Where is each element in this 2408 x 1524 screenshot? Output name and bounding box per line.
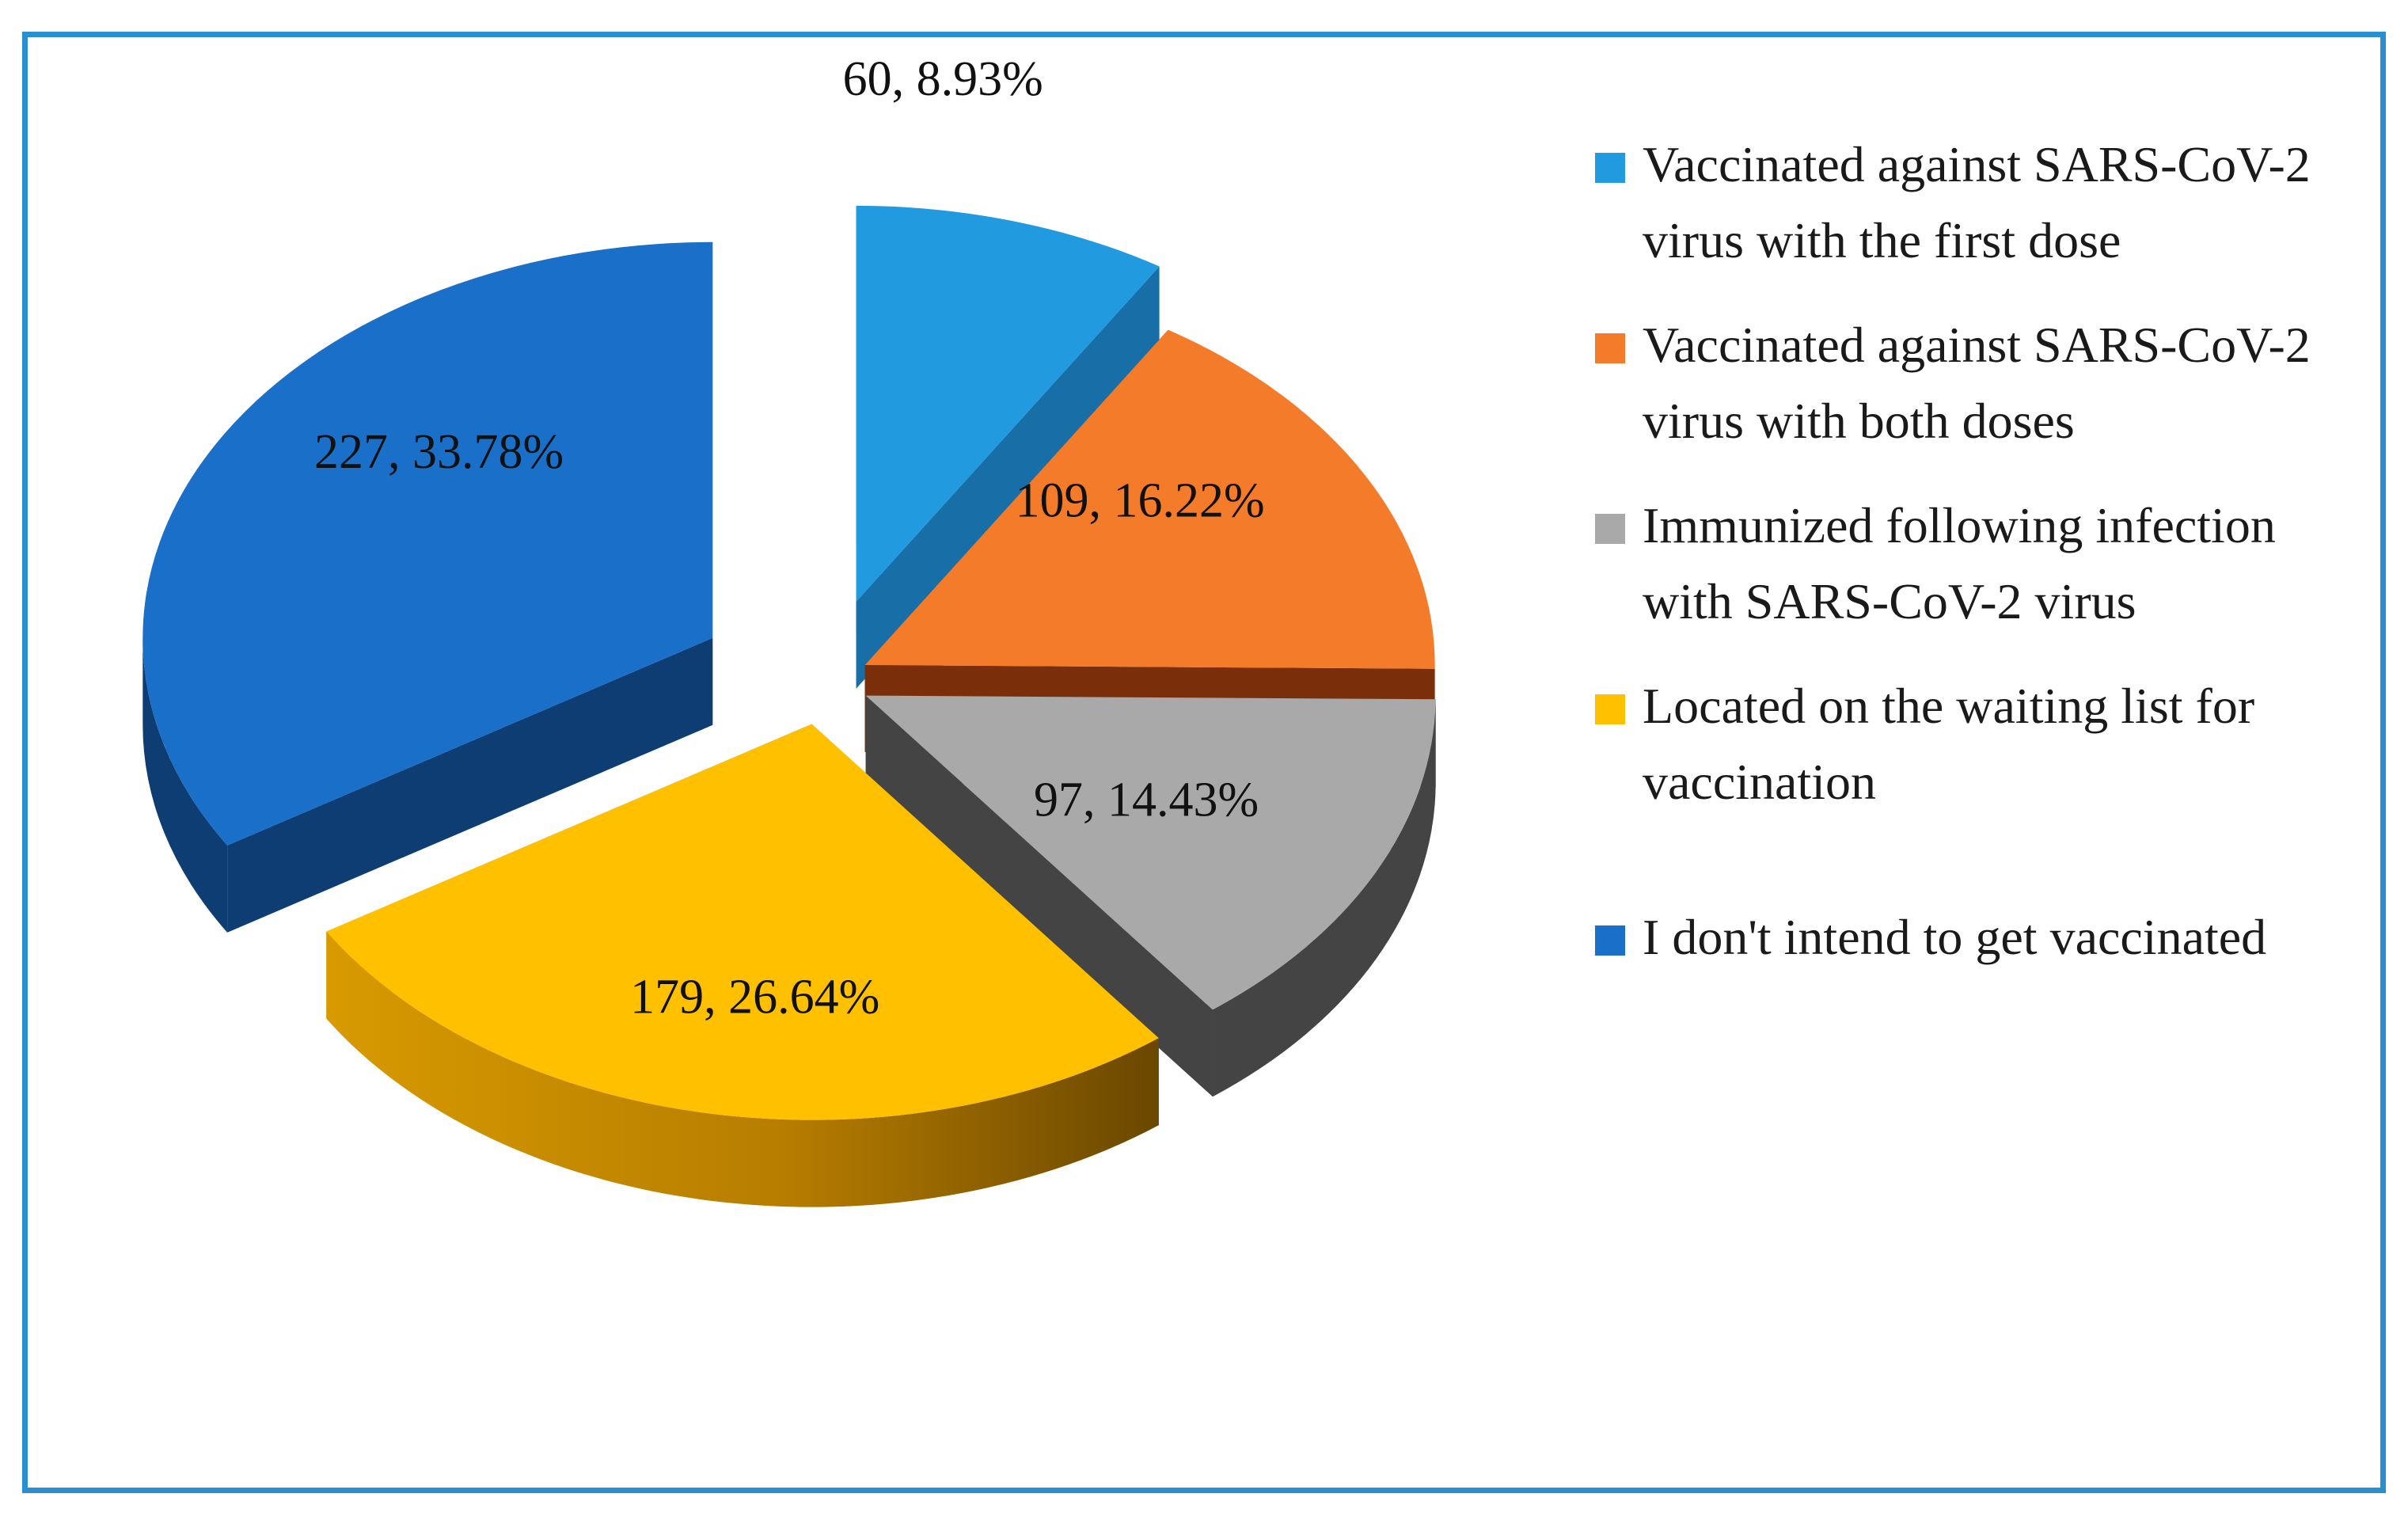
legend-swatch-2 xyxy=(1595,333,1625,363)
legend-swatch-4 xyxy=(1595,694,1625,724)
legend-item-2: Vaccinated against SARS-CoV-2 virus with… xyxy=(1595,307,2371,459)
pie-label-1: 60, 8.93% xyxy=(843,52,1043,106)
pie-slice-4 xyxy=(326,724,1159,1120)
pie-slice-4-side xyxy=(326,931,1159,1207)
pie-label-2: 109, 16.22% xyxy=(1016,473,1265,527)
legend-label-1: Vaccinated against SARS-CoV-2 virus with… xyxy=(1643,136,2311,268)
legend-item-5: I don't intend to get vaccinated xyxy=(1595,899,2371,975)
pie-slice-3-wall-2 xyxy=(865,695,1213,1097)
legend-swatch-5 xyxy=(1595,925,1625,956)
legend-item-4: Located on the waiting list for vaccinat… xyxy=(1595,668,2371,820)
legend-item-3: Immunized following infection with SARS-… xyxy=(1595,488,2371,640)
pie-slice-5-side xyxy=(142,637,228,933)
pie-slice-5-wall-1 xyxy=(227,637,713,933)
pie-label-4: 179, 26.64% xyxy=(630,970,879,1024)
pie-label-3: 97, 14.43% xyxy=(1034,773,1259,827)
legend-swatch-1 xyxy=(1595,153,1625,183)
legend-label-2: Vaccinated against SARS-CoV-2 virus with… xyxy=(1643,317,2311,449)
pie-slice-2 xyxy=(864,329,1435,669)
legend-label-4: Located on the waiting list for vaccinat… xyxy=(1643,678,2255,810)
pie-slice-5 xyxy=(142,241,713,846)
legend-label-3: Immunized following infection with SARS-… xyxy=(1643,497,2276,629)
pie-slice-1 xyxy=(856,205,1160,602)
legend-label-5: I don't intend to get vaccinated xyxy=(1643,909,2267,965)
pie-slice-1-wall-2 xyxy=(856,266,1160,689)
legend-swatch-3 xyxy=(1595,514,1625,544)
legend: Vaccinated against SARS-CoV-2 virus with… xyxy=(1595,127,2371,1004)
pie-slice-3-side xyxy=(1212,699,1436,1097)
legend-item-1: Vaccinated against SARS-CoV-2 virus with… xyxy=(1595,127,2371,279)
pie-slice-3 xyxy=(865,695,1436,1010)
pie-label-5: 227, 33.78% xyxy=(314,425,564,479)
